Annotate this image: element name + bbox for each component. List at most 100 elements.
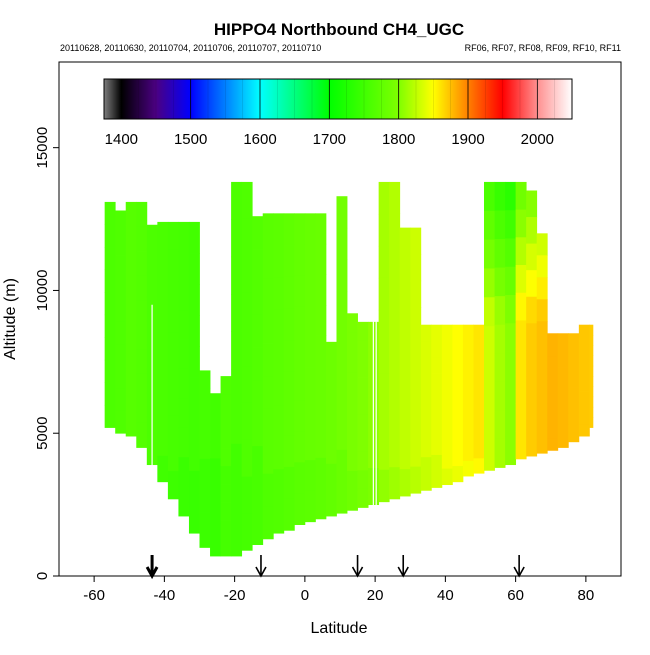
heatmap-cell — [389, 467, 401, 500]
heatmap-cell — [431, 324, 443, 342]
heatmap-cell — [220, 538, 232, 557]
heatmap-cell — [399, 281, 411, 309]
profile-arrow-head — [255, 566, 267, 578]
profile-arrow-head — [145, 566, 159, 580]
data-layer — [104, 181, 594, 557]
heatmap-cell — [399, 415, 411, 443]
heatmap-cell — [410, 227, 422, 255]
colorbar-tick-label: 1700 — [313, 131, 346, 148]
heatmap-cell — [157, 351, 169, 379]
heatmap-cell — [578, 346, 590, 359]
colorbar-tick-label: 1500 — [174, 131, 207, 148]
heatmap-cell — [304, 398, 316, 430]
x-tick-label: 80 — [578, 587, 595, 604]
heatmap-cell — [389, 245, 401, 278]
heatmap-cell — [104, 359, 116, 383]
heatmap-cell — [578, 424, 590, 437]
heatmap-cell — [589, 396, 594, 408]
heatmap-cell — [273, 373, 285, 406]
heatmap-cell — [188, 221, 200, 254]
heatmap-cell — [505, 408, 517, 437]
heatmap-cell — [231, 219, 243, 258]
heatmap-cell — [357, 396, 369, 416]
heatmap-cell — [578, 335, 590, 348]
heatmap-cell — [536, 255, 548, 278]
heatmap-cell — [515, 209, 527, 238]
profile-arrow-head — [513, 566, 525, 578]
heatmap-cell — [557, 367, 569, 380]
profile-arrow-head — [351, 566, 364, 578]
heatmap-cell — [157, 455, 169, 483]
heatmap-cell — [262, 343, 274, 377]
heatmap-cell — [526, 270, 538, 298]
heatmap-cell — [220, 412, 232, 431]
heatmap-cell — [515, 375, 527, 404]
heatmap-cell — [452, 387, 464, 404]
heatmap-cell — [431, 357, 443, 374]
heatmap-cell — [515, 403, 527, 432]
heatmap-cell — [210, 409, 221, 427]
heatmap-cell — [199, 423, 211, 442]
heatmap-cell — [347, 372, 358, 393]
heatmap-cell — [241, 255, 253, 293]
heatmap-cell — [125, 319, 137, 343]
heatmap-cell — [125, 248, 137, 273]
heatmap-cell — [136, 422, 148, 448]
heatmap-cell — [167, 443, 179, 472]
heatmap-cell — [452, 434, 464, 451]
heatmap-cell — [283, 498, 295, 531]
heatmap-cell — [441, 404, 453, 422]
heatmap-cell — [241, 292, 253, 330]
heatmap-cell — [441, 468, 453, 486]
heatmap-cell — [589, 386, 594, 398]
heatmap-cell — [294, 275, 306, 308]
heatmap-cell — [136, 226, 148, 252]
x-tick-label: 0 — [301, 587, 309, 604]
heatmap-cell — [304, 367, 316, 399]
heatmap-cell — [294, 462, 306, 494]
heatmap-cell — [547, 344, 559, 358]
heatmap-cell — [410, 413, 422, 441]
heatmap-cell — [557, 436, 569, 448]
heatmap-cell — [347, 313, 358, 334]
heatmap-cell — [325, 463, 337, 482]
x-tick-label: 60 — [507, 587, 524, 604]
heatmap-cell — [515, 181, 527, 211]
heatmap-cell — [589, 334, 594, 346]
heatmap-cell — [146, 272, 158, 298]
heatmap-cell — [304, 429, 316, 461]
heatmap-cell — [241, 402, 253, 441]
heatmap-cell — [315, 243, 327, 275]
chart-title: HIPPO4 Northbound CH4_UGC — [214, 20, 464, 39]
heatmap-cell — [462, 400, 474, 416]
heatmap-cell — [167, 332, 179, 361]
heatmap-cell — [420, 341, 432, 359]
heatmap-cell — [336, 481, 348, 514]
heatmap-cell — [231, 406, 243, 445]
heatmap-cell — [547, 438, 559, 451]
heatmap-cell — [589, 365, 594, 377]
heatmap-cell — [125, 272, 137, 296]
heatmap-cell — [505, 181, 517, 211]
heatmap-cell — [325, 411, 337, 430]
heatmap-cell — [283, 403, 295, 436]
heatmap-cell — [315, 396, 327, 428]
heatmap-cell — [526, 243, 538, 271]
heatmap-cell — [547, 380, 559, 393]
heatmap-cell — [157, 247, 169, 275]
heatmap-cell — [410, 440, 422, 468]
y-tick-label: 15000 — [34, 127, 51, 169]
heatmap-cell — [589, 406, 594, 418]
heatmap-cell — [336, 354, 348, 387]
heatmap-cell — [336, 449, 348, 482]
heatmap-cell — [494, 410, 506, 440]
heatmap-cell — [125, 389, 137, 414]
heatmap-cell — [473, 413, 485, 430]
heatmap-cell — [304, 305, 316, 338]
heatmap-cell — [462, 339, 474, 356]
heatmap-cell — [568, 365, 580, 378]
heatmap-cell — [473, 339, 485, 355]
heatmap-cell — [336, 196, 348, 229]
heatmap-cell — [178, 368, 190, 399]
